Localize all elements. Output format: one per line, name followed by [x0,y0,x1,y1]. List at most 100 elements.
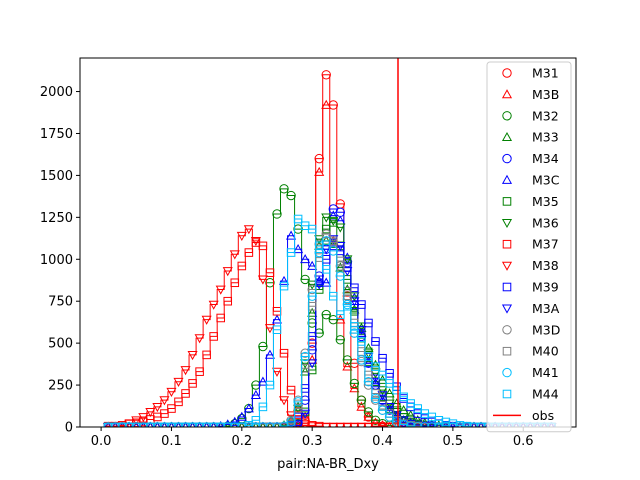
legend-marker-M44 [502,389,512,399]
data-point-M38-20 [243,225,254,235]
data-point-M38-4 [131,416,142,426]
data-point-M37-16 [216,313,225,323]
legend-marker-M31 [502,68,512,78]
data-point-M3C-24 [271,314,283,324]
data-point-M38-22 [257,275,268,285]
data-point-M36-28 [300,359,311,369]
legend-entry-M3B: M3B [501,87,559,102]
y-tick-label: 250 [48,379,73,394]
data-point-M41-39 [377,405,388,415]
x-tick-label: 0.6 [513,434,534,449]
data-point-M44-40 [385,379,394,388]
data-point-M32-35 [349,378,360,389]
data-point-M3B-36 [356,401,367,411]
data-point-M38-39 [377,423,388,427]
data-point-M3A-38 [370,374,381,384]
data-point-M44-33 [336,310,345,319]
y-axis: 0 250 500 750 1000 1250 1500 1750 2000 [40,85,80,436]
data-point-M3A-34 [342,267,353,277]
y-tick-label: 1750 [40,127,73,142]
data-point-M3C-38 [370,378,381,388]
data-point-M37-13 [195,367,204,376]
data-point-M41-43 [405,421,416,427]
data-point-M3D-33 [335,261,346,271]
legend-marker-M3B [501,89,513,99]
legend-label: M3B [532,87,559,102]
data-point-M37-20 [244,248,254,257]
data-point-M38-11 [180,366,191,376]
legend-marker-M40 [502,346,512,356]
data-point-M33-40 [384,388,395,398]
legend-entry-M44: M44 [502,387,559,402]
data-point-M41-27 [293,397,303,407]
data-point-M38-21 [250,236,261,247]
data-point-M38-25 [278,396,290,406]
data-point-M44-42 [399,392,408,402]
data-point-M41-37 [363,377,374,387]
data-point-M41-31 [321,236,331,246]
data-point-M37-9 [167,404,176,413]
data-point-M38-40 [384,423,395,427]
data-point-M44-36 [357,337,366,346]
data-point-M32-28 [300,274,310,285]
data-point-M44-1 [110,422,120,427]
data-point-M36-33 [335,223,346,233]
x-tick-label: 0.2 [231,434,252,449]
data-point-M38-18 [229,250,240,260]
data-point-M3B-31 [321,99,332,109]
data-point-M38-34 [342,423,353,427]
data-point-M3C-20 [243,403,254,413]
legend-label: M41 [532,365,559,380]
legend-marker-M3D [502,325,512,335]
data-point-M37-15 [209,332,218,341]
legend-label: M44 [532,387,559,402]
data-point-M32-24 [272,209,282,219]
data-point-M44-11 [181,422,190,427]
data-point-M3A-40 [384,403,395,413]
data-point-M3C-28 [300,254,311,264]
data-point-M37-17 [223,296,233,306]
data-point-M37-5 [139,417,148,427]
legend-entry-M3C: M3C [501,173,560,188]
data-point-M37-14 [202,350,211,360]
data-point-M32-26 [286,190,296,201]
data-point-M41-40 [384,412,395,422]
data-point-M39-39 [378,353,387,363]
x-tick-label: 0.4 [372,434,393,449]
data-point-M36-34 [342,255,353,265]
data-point-M44-38 [371,362,380,371]
data-point-M33-37 [363,342,374,353]
data-point-M44-29 [307,224,317,234]
data-point-M41-33 [335,271,346,281]
data-point-M3B-39 [378,420,387,427]
legend-marker-M35 [502,197,512,206]
legend-label: M36 [532,215,559,230]
data-point-M38-38 [370,423,381,427]
legend-marker-M39 [502,282,512,292]
legend-entry-M37: M37 [502,237,559,252]
series-line-M41 [104,240,555,427]
data-point-M44-31 [321,265,331,274]
legend-entry-M40: M40 [502,344,559,359]
data-point-M36-35 [349,292,360,302]
x-tick-label: 0.0 [91,434,112,449]
data-point-M44-27 [293,214,303,224]
data-point-M3C-31 [321,277,332,287]
data-point-M3B-28 [300,411,311,421]
data-point-M44-3 [124,422,134,427]
series-line-M3D [104,233,555,427]
legend-entry-obs: obs [493,408,554,423]
data-point-M36-32 [328,216,339,226]
data-point-M36-31 [321,213,332,223]
legend-marker-M36 [501,218,513,229]
data-point-M44-2 [117,422,127,427]
y-tick-label: 1500 [40,169,73,184]
data-point-M41-26 [286,417,296,427]
data-point-M39-46 [427,417,437,427]
data-point-M38-19 [236,231,247,242]
data-point-M44-26 [286,248,296,257]
data-point-M33-35 [349,304,360,314]
data-point-M3C-25 [278,275,290,285]
data-point-M38-32 [328,423,339,427]
data-point-M38-9 [166,387,177,398]
